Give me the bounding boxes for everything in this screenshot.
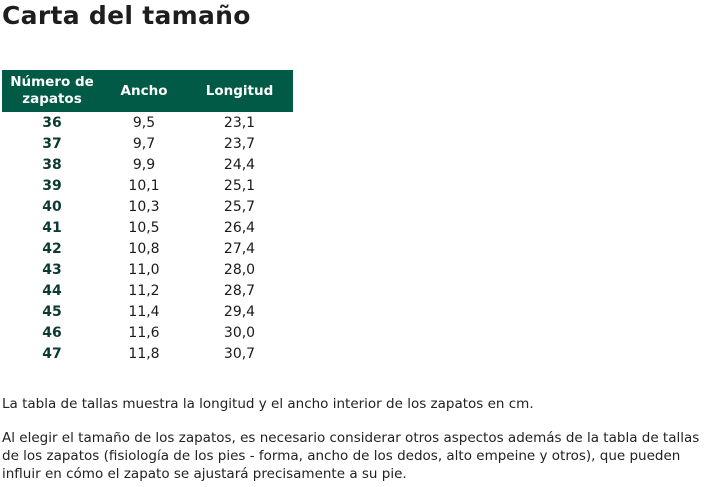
table-row: 39 10,1 25,1: [2, 175, 293, 196]
header-length: Longitud: [186, 70, 293, 112]
table-description: La tabla de tallas muestra la longitud y…: [2, 396, 534, 412]
cell-width: 11,2: [128, 282, 160, 299]
table-row: 41 10,5 26,4: [2, 217, 293, 238]
size-chart-table: Número de zapatos Ancho Longitud 36 9,5 23…: [2, 70, 293, 364]
table-row: 43 11,0 28,0: [2, 259, 293, 280]
table-row: 37 9,7 23,7: [2, 133, 293, 154]
cell-width: 11,8: [128, 345, 160, 362]
table-row: 45 11,4 29,4: [2, 301, 293, 322]
table-row: 40 10,3 25,7: [2, 196, 293, 217]
cell-length: 28,0: [223, 261, 256, 278]
cell-length: 30,0: [223, 324, 256, 341]
table-row: 38 9,9 24,4: [2, 154, 293, 175]
cell-length: 24,4: [223, 156, 256, 173]
cell-width: 10,1: [128, 177, 160, 194]
header-width: Ancho: [102, 70, 186, 112]
cell-size: 45: [42, 303, 62, 320]
cell-size: 43: [42, 261, 62, 278]
cell-size: 38: [42, 156, 62, 173]
table-row: 47 11,8 30,7: [2, 343, 293, 364]
cell-width: 11,0: [128, 261, 160, 278]
cell-size: 42: [42, 240, 62, 257]
cell-length: 27,4: [223, 240, 256, 257]
table-row: 46 11,6 30,0: [2, 322, 293, 343]
table-row: 44 11,2 28,7: [2, 280, 293, 301]
table-row: 42 10,8 27,4: [2, 238, 293, 259]
cell-length: 25,7: [223, 198, 256, 215]
table-header-row: Número de zapatos Ancho Longitud: [2, 70, 293, 112]
cell-length: 25,1: [223, 177, 256, 194]
cell-size: 47: [42, 345, 62, 362]
cell-width: 10,5: [128, 219, 160, 236]
cell-size: 37: [42, 135, 62, 152]
cell-length: 30,7: [223, 345, 256, 362]
cell-size: 46: [42, 324, 62, 341]
cell-size: 41: [42, 219, 62, 236]
cell-width: 9,5: [132, 114, 156, 131]
cell-size: 36: [42, 114, 62, 131]
cell-width: 11,6: [128, 324, 160, 341]
cell-length: 26,4: [223, 219, 256, 236]
cell-size: 39: [42, 177, 62, 194]
table-row: 36 9,5 23,1: [2, 112, 293, 133]
header-size: Número de zapatos: [2, 70, 102, 112]
cell-width: 11,4: [128, 303, 160, 320]
cell-length: 23,7: [223, 135, 256, 152]
page-title: Carta del tamaño: [2, 1, 251, 30]
cell-length: 29,4: [223, 303, 256, 320]
cell-width: 10,8: [128, 240, 160, 257]
cell-width: 9,7: [132, 135, 156, 152]
cell-width: 9,9: [132, 156, 156, 173]
cell-size: 44: [42, 282, 62, 299]
cell-length: 23,1: [223, 114, 256, 131]
cell-size: 40: [42, 198, 62, 215]
cell-length: 28,7: [223, 282, 256, 299]
size-advice: Al elegir el tamaño de los zapatos, es n…: [2, 430, 700, 482]
cell-width: 10,3: [128, 198, 160, 215]
